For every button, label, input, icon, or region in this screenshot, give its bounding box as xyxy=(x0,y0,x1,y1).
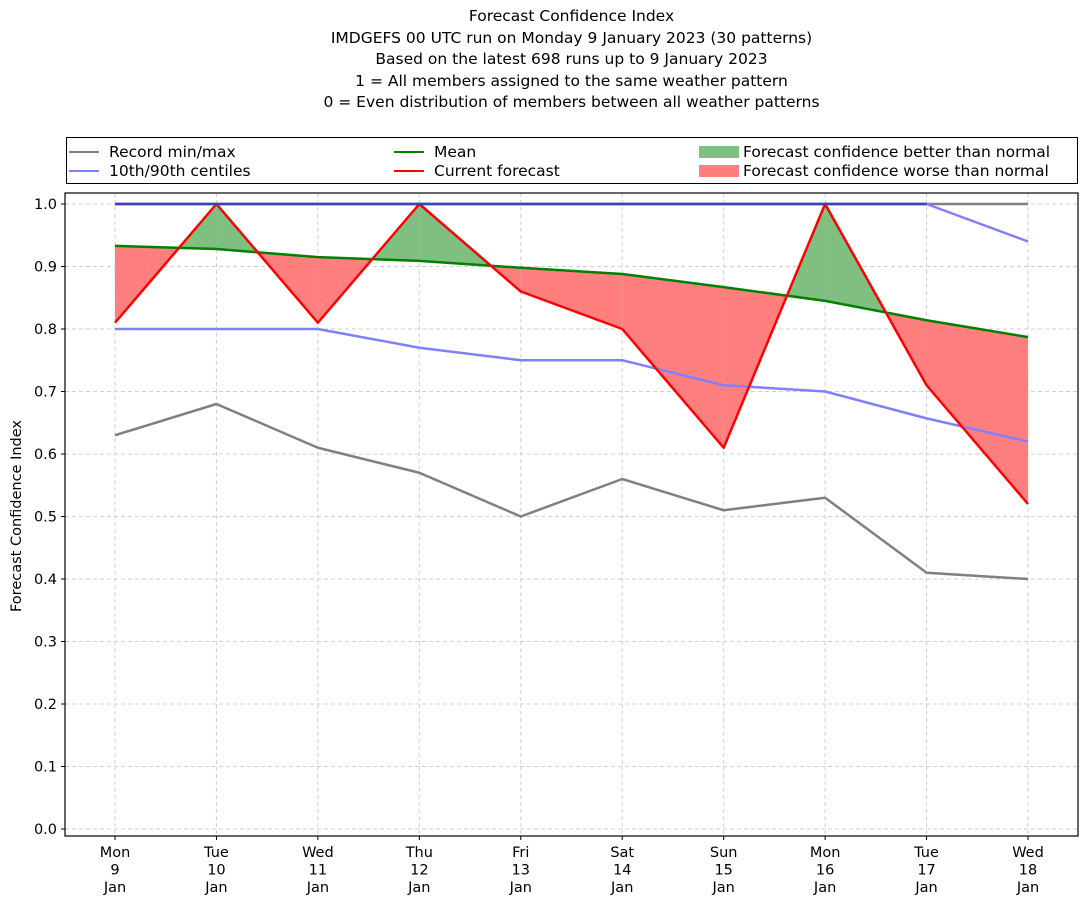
y-tick-label: 0.0 xyxy=(34,822,57,838)
x-tick-label-line: 14 xyxy=(613,863,631,879)
x-tick-label-line: Mon xyxy=(100,845,131,861)
legend-label-centiles: 10th/90th centiles xyxy=(109,162,251,180)
x-tick-label-line: Tue xyxy=(913,845,939,861)
legend-swatch-worse xyxy=(699,165,739,177)
x-tick-label-line: Jan xyxy=(103,880,126,896)
y-axis: 0.0 0.1 0.2 0.3 0.4 0.5 0.6 0.7 0.8 0.9 1.0 xyxy=(34,197,65,838)
x-tick-label-line: Jan xyxy=(204,880,227,896)
x-tick-label: Tue 10 Jan xyxy=(203,845,229,896)
x-tick-label: Wed 18 Jan xyxy=(1012,845,1044,896)
title-line-5: 0 = Even distribution of members between… xyxy=(323,93,820,111)
y-axis-label: Forecast Confidence Index xyxy=(9,420,25,612)
x-tick-label-line: Jan xyxy=(306,880,329,896)
title-line-1: Forecast Confidence Index xyxy=(468,7,675,25)
line-record-min xyxy=(114,402,1029,581)
x-tick-label-line: Jan xyxy=(407,880,430,896)
line-90th-centile xyxy=(115,202,1029,243)
x-tick-label-line: Tue xyxy=(203,845,229,861)
fill-worse-than-normal xyxy=(926,320,1028,504)
y-tick-label: 0.8 xyxy=(34,322,57,338)
fill-worse-than-normal xyxy=(622,274,724,448)
x-tick-label-line: 11 xyxy=(309,863,327,879)
y-tick-label: 0.5 xyxy=(34,510,57,526)
legend-label-mean: Mean xyxy=(434,143,477,161)
title-line-3: Based on the latest 698 runs up to 9 Jan… xyxy=(375,50,768,68)
x-tick-label: Sat 14 Jan xyxy=(610,845,634,896)
legend-label-record: Record min/max xyxy=(109,143,236,161)
x-tick-label: Fri 13 Jan xyxy=(509,845,532,896)
legend-swatch-current xyxy=(394,170,424,172)
legend-item-mean: Mean xyxy=(394,143,476,161)
legend-item-centiles: 10th/90th centiles xyxy=(69,162,251,180)
x-tick-label-line: 17 xyxy=(917,863,935,879)
legend-label-better: Forecast confidence better than normal xyxy=(743,143,1051,161)
x-tick-label-line: Sat xyxy=(610,845,634,861)
y-tick-label: 1.0 xyxy=(34,197,57,213)
x-tick-label-line: Fri xyxy=(512,845,529,861)
x-tick-label-line: Jan xyxy=(813,880,836,896)
x-tick-label-line: Mon xyxy=(810,845,841,861)
legend-item-better: Forecast confidence better than normal xyxy=(699,143,1050,161)
x-tick-label-line: 9 xyxy=(110,863,119,879)
line-mean xyxy=(114,244,1029,339)
x-tick-label-line: 16 xyxy=(816,863,834,879)
x-tick-label-line: Thu xyxy=(405,845,433,861)
legend-item-current: Current forecast xyxy=(394,162,560,180)
x-tick-label: Mon 9 Jan xyxy=(100,845,131,896)
x-tick-label-line: Jan xyxy=(610,880,633,896)
legend-swatch-centiles xyxy=(69,170,99,172)
plot-frame xyxy=(64,192,1079,837)
x-tick-label: Sun 15 Jan xyxy=(710,845,738,896)
x-tick-label-line: 18 xyxy=(1019,863,1037,879)
legend-label-worse: Forecast confidence worse than normal xyxy=(743,162,1049,180)
legend-swatch-better xyxy=(699,146,739,158)
x-tick-label-line: 10 xyxy=(207,863,225,879)
legend-swatch-mean xyxy=(394,151,424,153)
x-tick-label: Thu 12 Jan xyxy=(405,845,433,896)
chart-title: Forecast Confidence Index IMDGEFS 00 UTC… xyxy=(0,6,1092,114)
x-tick-label-line: 15 xyxy=(714,863,732,879)
y-tick-label: 0.4 xyxy=(34,572,57,588)
y-tick-label: 0.3 xyxy=(34,635,57,651)
x-tick-label-line: 12 xyxy=(410,863,428,879)
fill-worse-than-normal xyxy=(520,267,623,329)
x-tick-label-line: Sun xyxy=(710,845,738,861)
title-line-2: IMDGEFS 00 UTC run on Monday 9 January 2… xyxy=(330,28,813,47)
x-tick-label-line: 13 xyxy=(512,863,530,879)
x-tick-label-line: Jan xyxy=(1016,880,1039,896)
line-current-forecast xyxy=(114,202,1029,505)
y-tick-label: 0.7 xyxy=(34,385,57,401)
title-line-4: 1 = All members assigned to the same wea… xyxy=(355,71,788,90)
legend: Record min/max 10th/90th centiles Mean C… xyxy=(66,137,1078,184)
y-tick-label: 0.6 xyxy=(34,447,57,463)
x-tick-label-line: Jan xyxy=(509,880,532,896)
x-tick-label: Mon 16 Jan xyxy=(810,845,841,896)
legend-item-record: Record min/max xyxy=(69,143,236,161)
y-tick-label: 0.2 xyxy=(34,697,57,713)
series-lines xyxy=(114,202,1029,581)
x-tick-label-line: Wed xyxy=(1012,845,1044,861)
x-tick-label: Wed 11 Jan xyxy=(302,845,334,896)
x-tick-label-line: Wed xyxy=(302,845,334,861)
x-tick-label-line: Jan xyxy=(711,880,734,896)
line-10th-centile xyxy=(115,327,1029,443)
y-tick-label: 0.9 xyxy=(34,260,57,276)
legend-label-current: Current forecast xyxy=(434,162,560,180)
x-tick-label: Tue 17 Jan xyxy=(913,845,939,896)
x-tick-label-line: Jan xyxy=(914,880,937,896)
legend-swatch-record xyxy=(69,151,99,153)
confidence-fills xyxy=(115,204,1028,504)
legend-item-worse: Forecast confidence worse than normal xyxy=(699,162,1049,180)
y-tick-label: 0.1 xyxy=(34,760,57,776)
